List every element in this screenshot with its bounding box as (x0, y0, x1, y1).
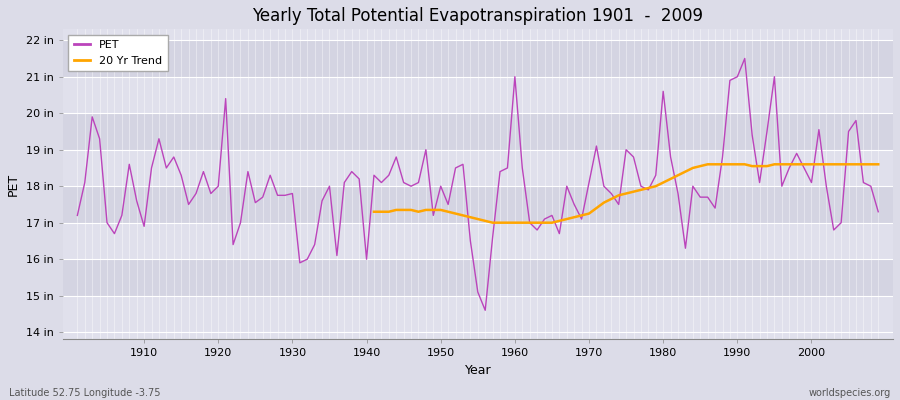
Bar (62, 113, 893, 150)
Bar (62, 77, 893, 113)
Title: Yearly Total Potential Evapotranspiration 1901  -  2009: Yearly Total Potential Evapotranspiratio… (252, 7, 703, 25)
Text: Latitude 52.75 Longitude -3.75: Latitude 52.75 Longitude -3.75 (9, 388, 160, 398)
Bar (62, 223, 893, 259)
Text: worldspecies.org: worldspecies.org (809, 388, 891, 398)
Bar (62, 296, 893, 332)
Bar (62, 40, 893, 77)
Bar (62, 186, 893, 223)
Bar (62, 332, 893, 340)
Bar (62, 259, 893, 296)
Y-axis label: PET: PET (7, 173, 20, 196)
Bar (62, 29, 893, 40)
Bar (62, 150, 893, 186)
X-axis label: Year: Year (464, 364, 491, 377)
Legend: PET, 20 Yr Trend: PET, 20 Yr Trend (68, 35, 168, 72)
